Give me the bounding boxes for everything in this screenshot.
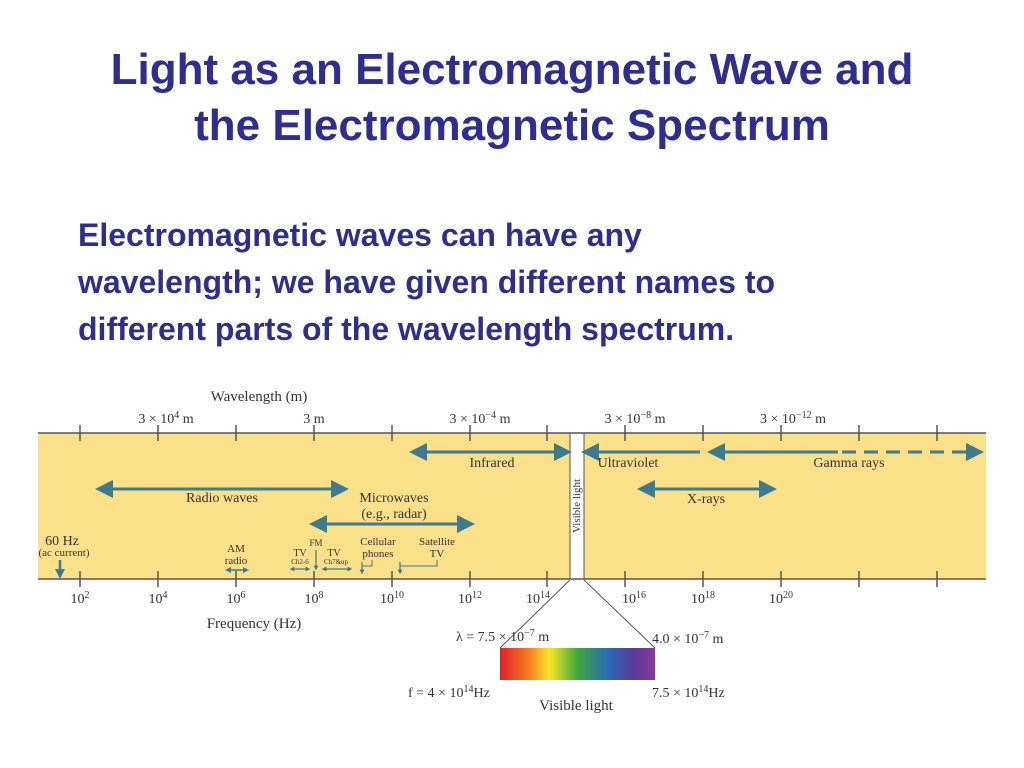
wavelength-axis-ticks	[79, 425, 938, 441]
wavelength-tick-label: 3 × 10−8 m	[605, 410, 666, 427]
xrays-label: X-rays	[687, 492, 725, 507]
body-line-1: Electromagnetic waves can have any	[78, 217, 642, 253]
frequency-tick-labels: 102 104 106 108 1010 1012 1014 1016 1018…	[71, 590, 794, 607]
zoom-line-left	[499, 579, 571, 649]
frequency-axis-ticks	[79, 571, 938, 587]
frequency-red-label: f = 4 × 1014Hz	[408, 684, 490, 701]
ultraviolet-label: Ultraviolet	[598, 456, 659, 471]
microwaves-label: Microwaves	[359, 491, 428, 506]
frequency-tick-label: 1020	[769, 590, 793, 607]
wavelength-tick-label: 3 × 104 m	[138, 410, 193, 427]
spectrum-band	[38, 433, 986, 579]
slide-title: Light as an Electromagnetic Wave and the…	[0, 42, 1024, 154]
infrared-label: Infrared	[469, 456, 514, 471]
60hz-label: 60 Hz	[45, 534, 79, 549]
visible-light-caption: Visible light	[539, 698, 614, 714]
frequency-tick-label: 1018	[691, 590, 715, 607]
satellite-tv-label-2: TV	[430, 548, 445, 560]
gamma-label: Gamma rays	[813, 456, 884, 471]
cellular-label: Cellular	[360, 536, 396, 548]
tv-high-channels: Ch7&up	[324, 558, 349, 566]
frequency-tick-label: 106	[227, 590, 246, 607]
frequency-tick-label: 1014	[526, 590, 550, 607]
zoom-line-right	[583, 579, 656, 649]
wavelength-tick-label: 3 × 10−12 m	[760, 410, 826, 427]
cellular-label-2: phones	[362, 548, 393, 560]
frequency-tick-label: 104	[149, 590, 168, 607]
radio-label: Radio waves	[186, 491, 258, 506]
am-radio-label-2: radio	[225, 555, 248, 567]
wavelength-tick-label: 3 m	[303, 412, 325, 427]
frequency-tick-label: 102	[71, 590, 90, 607]
frequency-violet-label: 7.5 × 1014Hz	[652, 684, 725, 701]
wavelength-tick-label: 3 × 10−4 m	[450, 410, 511, 427]
am-radio-label: AM	[227, 543, 245, 555]
body-line-3: different parts of the wavelength spectr…	[78, 311, 735, 347]
tv-low-label: TV	[293, 548, 307, 559]
tv-low-channels: Ch2-6	[291, 558, 309, 566]
wavelength-red-label: λ = 7.5 × 10−7 m	[456, 628, 549, 645]
satellite-tv-label: Satellite	[419, 536, 455, 548]
wavelength-violet-label: 4.0 × 10−7 m	[652, 630, 724, 647]
title-line-2: the Electromagnetic Spectrum	[194, 101, 830, 150]
fm-label: FM	[309, 538, 322, 548]
body-line-2: wavelength; we have given different name…	[78, 264, 776, 300]
title-line-1: Light as an Electromagnetic Wave and	[110, 45, 914, 94]
satellite-pointer	[400, 560, 438, 567]
wavelength-axis-label: Wavelength (m)	[211, 389, 308, 405]
frequency-tick-label: 1016	[622, 590, 646, 607]
frequency-tick-label: 1012	[458, 590, 482, 607]
visible-spectrum-bar	[500, 648, 655, 680]
frequency-axis-label: Frequency (Hz)	[207, 616, 302, 632]
body-paragraph: Electromagnetic waves can have any wavel…	[78, 212, 978, 353]
visible-light-vertical-label: Visible light	[571, 479, 583, 533]
ac-current-label: (ac current)	[39, 547, 90, 559]
frequency-tick-label: 1010	[380, 590, 404, 607]
frequency-tick-label: 108	[305, 590, 324, 607]
tv-high-label: TV	[327, 548, 341, 559]
microwaves-example-label: (e.g., radar)	[361, 507, 427, 522]
